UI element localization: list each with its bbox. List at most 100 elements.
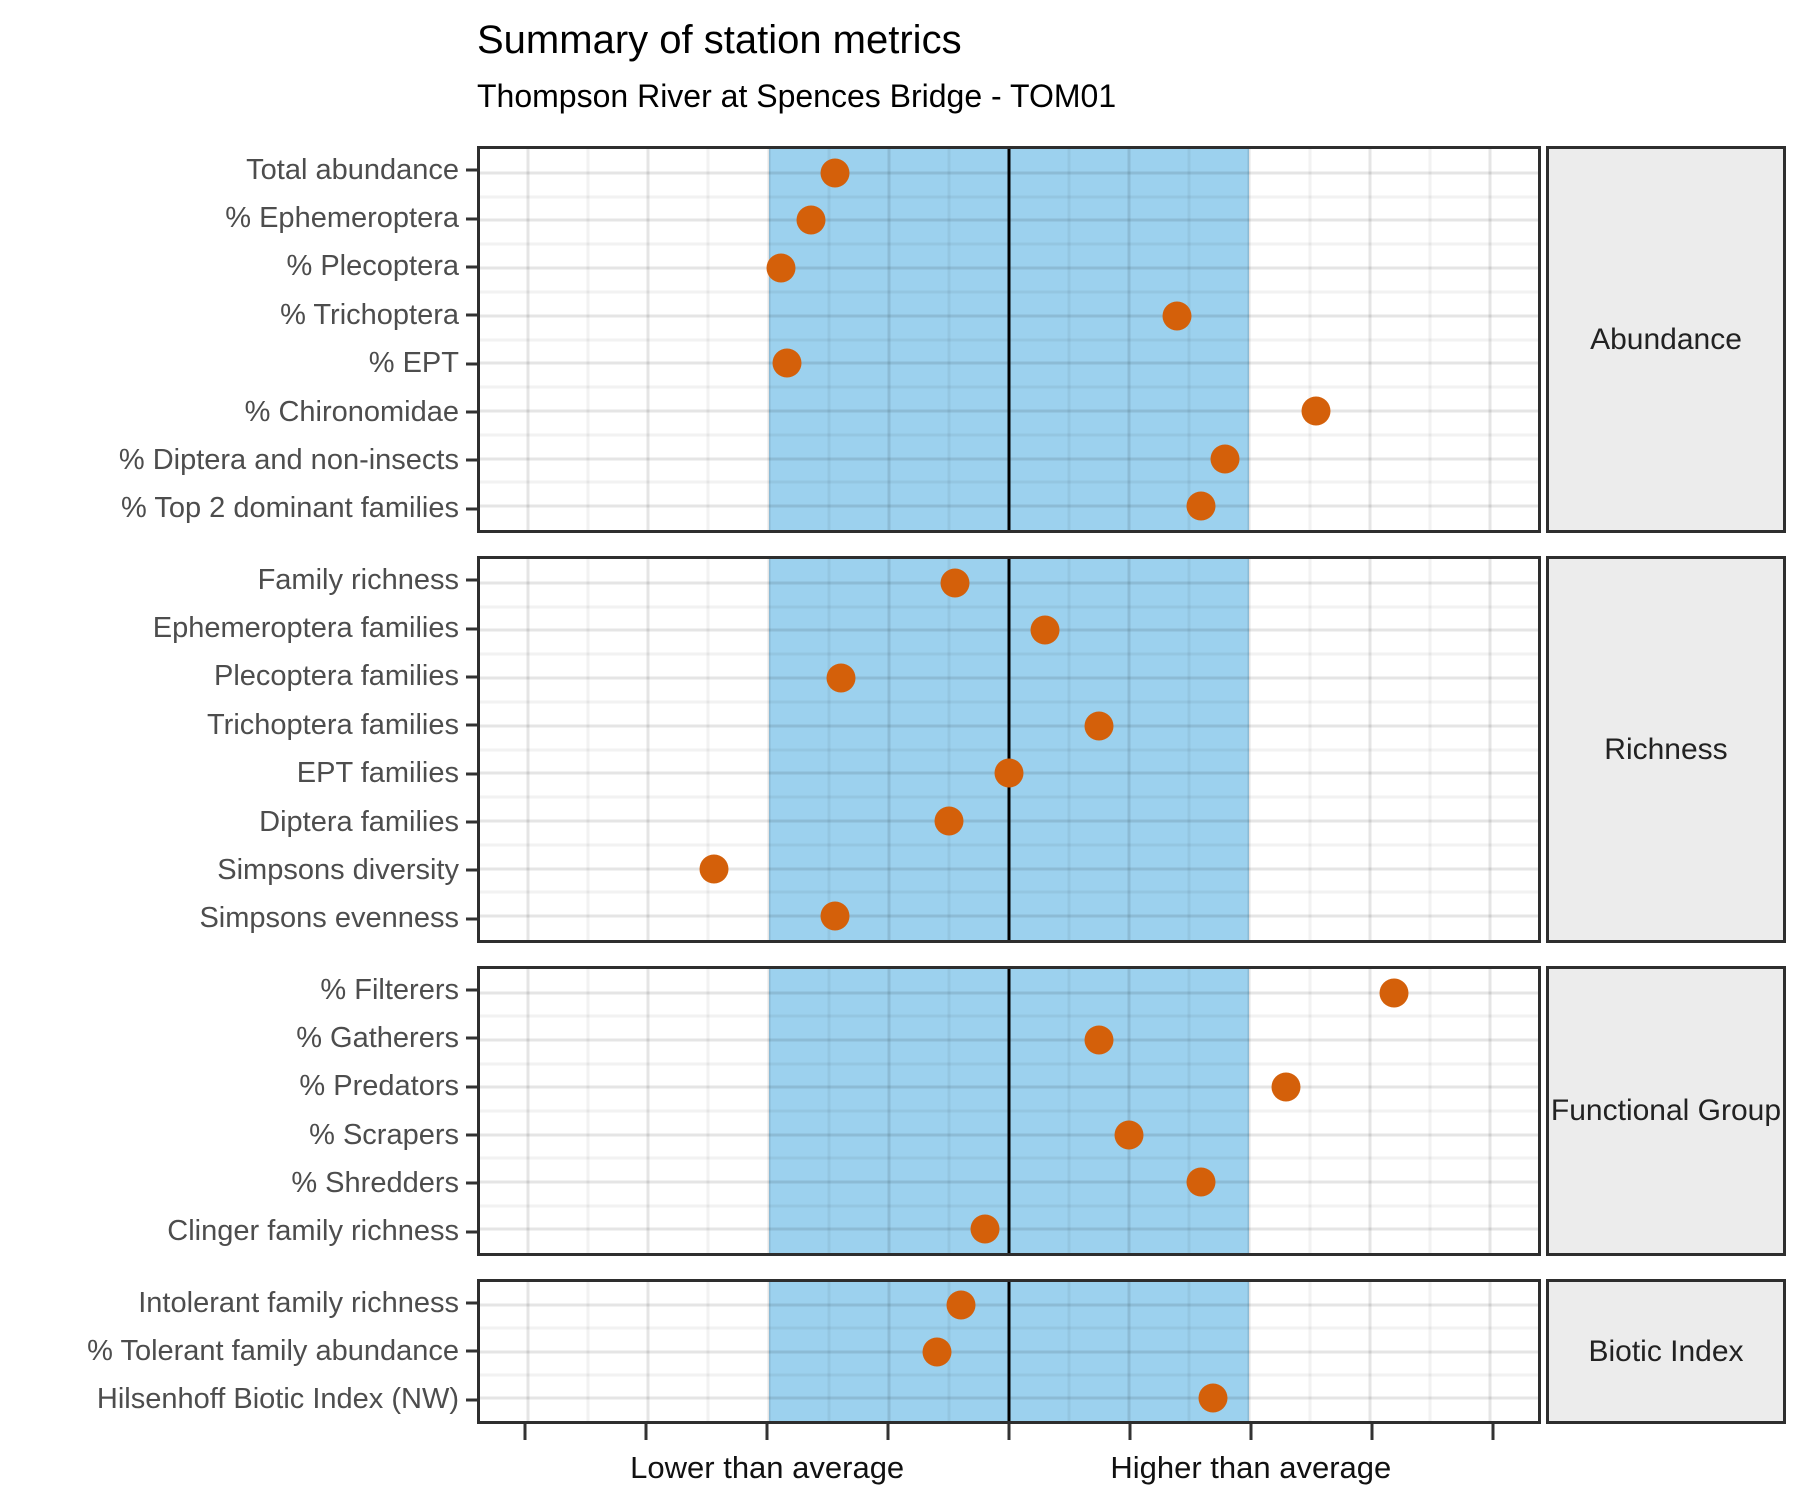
titles-block: Summary of station metrics Thompson Rive… [0, 0, 1800, 146]
data-point [1198, 1383, 1228, 1413]
gridline-vertical [1368, 1282, 1372, 1421]
y-axis-tick [466, 507, 477, 511]
strip-label: Functional Group [1550, 1094, 1782, 1127]
data-point [1030, 615, 1060, 645]
gridline-vertical [1127, 1282, 1131, 1421]
zero-line [1007, 969, 1011, 1253]
data-point [772, 348, 802, 378]
gridline-vertical [586, 1282, 590, 1421]
gridline-vertical [1127, 149, 1131, 530]
gridline-vertical [1067, 1282, 1071, 1421]
y-axis-label: % Ephemeroptera [12, 194, 477, 242]
gridline-vertical [887, 149, 891, 530]
gridline-vertical [1488, 149, 1492, 530]
gridline-vertical [827, 1282, 831, 1421]
gridline-vertical [1428, 1282, 1432, 1421]
y-axis-tick [466, 917, 477, 921]
facet-richness: Family richness Ephemeroptera families Ple… [12, 556, 1800, 943]
y-axis-label: Plecoptera families [12, 653, 477, 701]
y-axis-tick [466, 265, 477, 269]
y-axis-labels-biotic-index: Intolerant family richness% Tolerant fam… [12, 1279, 477, 1424]
data-point [970, 1214, 1000, 1244]
y-axis-label: % EPT [12, 340, 477, 388]
gridline-vertical [887, 1282, 891, 1421]
gridline-vertical [586, 149, 590, 530]
x-axis-tick [765, 1424, 769, 1440]
facet-abundance: Total abundance% Ephemeroptera% Plecopte… [12, 146, 1800, 533]
gridline-vertical [887, 559, 891, 940]
plot-area-abundance [477, 146, 1541, 533]
gridline-vertical [1067, 969, 1071, 1253]
y-axis-tick [466, 675, 477, 679]
y-axis-tick [466, 410, 477, 414]
gridline-vertical [767, 559, 771, 940]
gridline-vertical [1308, 149, 1312, 530]
strip-functional-group: Functional Group [1546, 966, 1786, 1256]
data-point [826, 663, 856, 693]
gridline-vertical [1187, 559, 1191, 940]
y-axis-label: Trichoptera families [12, 701, 477, 749]
plot-area-richness [477, 556, 1541, 943]
strip-abundance: Abundance [1546, 146, 1786, 533]
y-axis-label: Simpsons diversity [12, 846, 477, 894]
y-axis-label: % Trichoptera [12, 291, 477, 339]
data-point [1162, 301, 1192, 331]
data-point [1379, 978, 1409, 1008]
gridline-vertical [706, 1282, 710, 1421]
gridline-vertical [1247, 1282, 1251, 1421]
gridline-vertical [1127, 559, 1131, 940]
gridline-vertical [1488, 969, 1492, 1253]
y-axis-tick [466, 868, 477, 872]
x-axis-tick [1370, 1424, 1374, 1440]
y-axis-tick [466, 168, 477, 172]
y-axis-label: % Tolerant family abundance [12, 1327, 477, 1375]
facet-functional-group: % Filterers% Gatherers% Predators% Scrap… [12, 966, 1800, 1256]
gridline-vertical [1428, 559, 1432, 940]
facet-biotic-index: Intolerant family richness% Tolerant fam… [12, 1279, 1800, 1424]
y-axis-label: % Predators [12, 1063, 477, 1111]
gridline-vertical [827, 149, 831, 530]
y-axis-labels-functional-group: % Filterers% Gatherers% Predators% Scrap… [12, 966, 477, 1256]
y-axis-tick [466, 578, 477, 582]
data-point [766, 253, 796, 283]
gridline-vertical [1067, 559, 1071, 940]
x-axis-tick [1007, 1424, 1011, 1440]
gridline-vertical [947, 149, 951, 530]
y-axis-label: % Filterers [12, 966, 477, 1014]
gridline-vertical [1187, 969, 1191, 1253]
data-point [796, 205, 826, 235]
y-axis-label: Diptera families [12, 798, 477, 846]
y-axis-labels-abundance: Total abundance% Ephemeroptera% Plecopte… [12, 146, 477, 533]
x-axis-tick [644, 1424, 648, 1440]
gridline-vertical [767, 1282, 771, 1421]
y-axis-label: Total abundance [12, 146, 477, 194]
x-axis-label-lower: Lower than average [630, 1450, 905, 1485]
y-axis-tick [466, 723, 477, 727]
y-axis-label: Intolerant family richness [12, 1279, 477, 1327]
y-axis-tick [466, 1133, 477, 1137]
gridline-vertical [1127, 969, 1131, 1253]
gridline-vertical [947, 969, 951, 1253]
y-axis-labels-richness: Family richness Ephemeroptera families Ple… [12, 556, 477, 943]
gridline-vertical [1308, 969, 1312, 1253]
gridline-vertical [1247, 559, 1251, 940]
y-axis-tick [466, 1036, 477, 1040]
y-axis-tick [466, 1301, 477, 1305]
strip-label: Richness [1604, 732, 1728, 766]
plot-area-biotic-index [477, 1279, 1541, 1424]
x-axis-tick [1491, 1424, 1495, 1440]
y-axis-label: % Chironomidae [12, 388, 477, 436]
y-axis-tick [466, 1230, 477, 1234]
gridline-vertical [1187, 1282, 1191, 1421]
data-point [1114, 1120, 1144, 1150]
zero-line [1007, 559, 1011, 940]
gridline-vertical [526, 1282, 530, 1421]
strip-richness: Richness [1546, 556, 1786, 943]
gridline-vertical [706, 969, 710, 1253]
data-point [1210, 444, 1240, 474]
y-axis-tick [466, 1349, 477, 1353]
y-axis-label: Clinger family richness [12, 1208, 477, 1256]
chart-title: Summary of station metrics [477, 18, 962, 62]
gridline-vertical [706, 559, 710, 940]
gridline-vertical [1067, 149, 1071, 530]
